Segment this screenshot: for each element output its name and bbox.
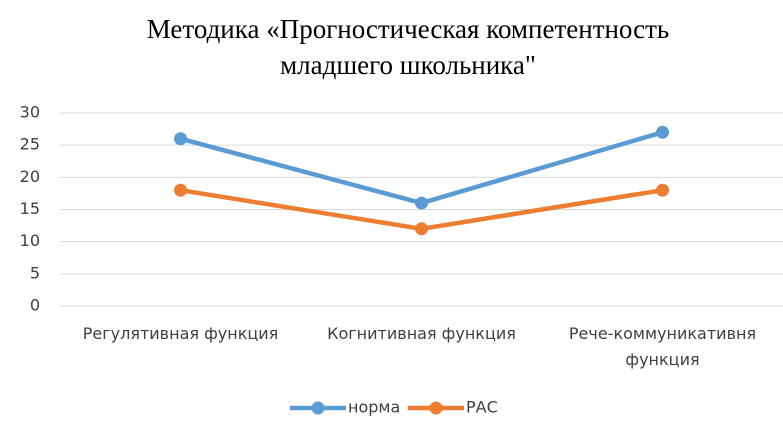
line [179,130,664,206]
x-tick-label: Рече-коммуникативня функция [568,324,757,369]
y-tick-label: 25 [20,135,40,154]
marker [415,196,428,210]
marker [174,132,187,146]
y-tick-label: 20 [20,167,40,186]
y-tick-label: 10 [20,231,40,250]
y-tick-label: 0 [30,296,40,315]
y-tick-label: 15 [20,199,40,218]
x-tick-label: Когнитивная функция [327,324,516,343]
marker [656,125,669,139]
y-tick-label: 30 [20,103,40,122]
y-tick-label: 5 [30,263,40,282]
marker [174,183,187,197]
x-tick-label: Регулятивная функция [82,324,279,343]
legend-marker [429,401,443,415]
legend-label: норма [348,398,400,417]
chart-title: младшего школьника" [280,50,536,80]
marker [656,183,669,197]
chart-title: Методика «Прогностическая компетентность [147,14,669,44]
legend-marker [311,401,325,415]
legend-label: РАС [466,398,498,417]
marker [415,222,428,236]
